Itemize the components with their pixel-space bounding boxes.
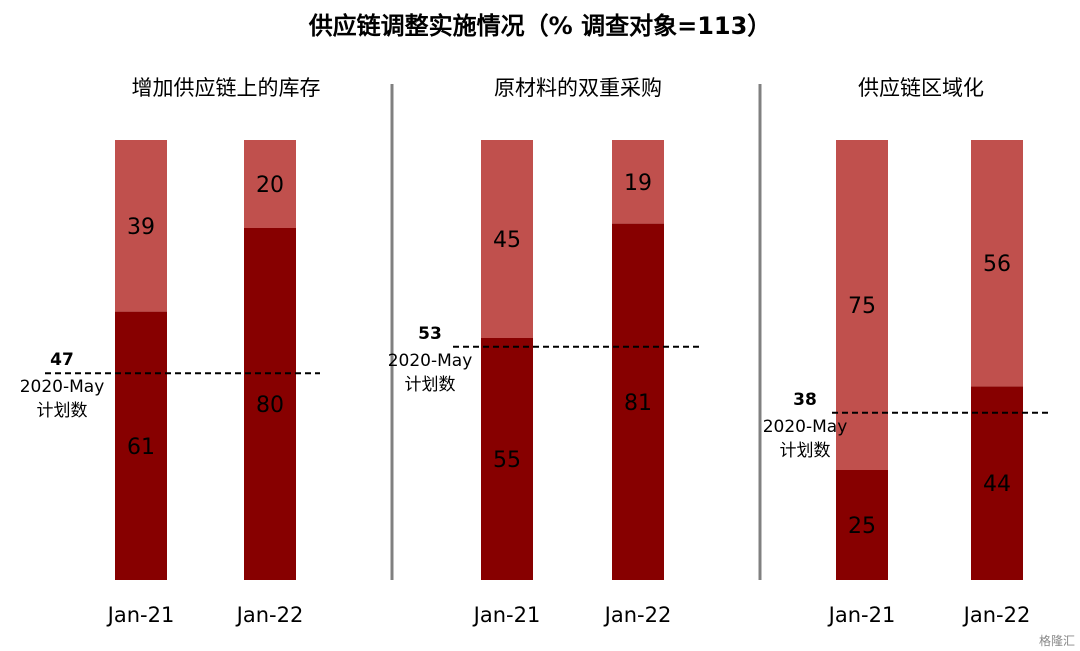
reference-label: 2020-May [763, 417, 848, 437]
reference-label: 计划数 [405, 375, 456, 395]
data-label: 45 [493, 228, 521, 253]
x-tick-label: Jan-21 [106, 603, 175, 627]
data-label: 80 [256, 393, 284, 418]
bar-segment-top [115, 140, 167, 312]
bar-segment-top [612, 140, 664, 224]
reference-label: 2020-May [388, 351, 473, 371]
bar-segment-top [836, 140, 888, 470]
data-label: 19 [624, 171, 652, 196]
x-tick-label: Jan-22 [962, 603, 1031, 627]
reference-value: 47 [50, 350, 74, 370]
x-tick-label: Jan-22 [603, 603, 672, 627]
data-label: 61 [127, 435, 155, 460]
bar-segment-bottom [612, 223, 664, 580]
panel: 供应链区域化 25 75 Jan-21 44 56 Jan-22 38 2020-May 计划数 [763, 76, 1050, 627]
bar-segment-bottom [244, 228, 296, 580]
chart-panels: 增加供应链上的库存 61 39 Jan-21 80 20 Jan-22 47 2020-May 计… [20, 76, 1050, 627]
panel-title: 原材料的双重采购 [494, 76, 662, 100]
bar-segment-top [971, 140, 1023, 387]
data-label: 20 [256, 173, 284, 198]
data-label: 39 [127, 215, 155, 240]
bar-segment-top [244, 140, 296, 228]
reference-label: 2020-May [20, 377, 105, 397]
reference-value: 53 [418, 324, 442, 344]
bar-segment-bottom [971, 386, 1023, 580]
watermark-text: 格隆汇 [1039, 633, 1075, 648]
data-label: 25 [848, 514, 876, 539]
data-label: 81 [624, 391, 652, 416]
data-label: 75 [848, 294, 876, 319]
panel-title: 增加供应链上的库存 [132, 76, 321, 100]
data-label: 44 [983, 472, 1011, 497]
x-tick-label: Jan-21 [827, 603, 896, 627]
x-tick-label: Jan-22 [235, 603, 304, 627]
data-label: 56 [983, 252, 1011, 277]
data-label: 55 [493, 448, 521, 473]
panel-title: 供应链区域化 [858, 76, 984, 100]
reference-value: 38 [793, 390, 817, 410]
bar-segment-bottom [836, 470, 888, 580]
panel: 原材料的双重采购 55 45 Jan-21 81 19 Jan-22 53 2020-May 计划… [388, 76, 702, 627]
reference-label: 计划数 [780, 441, 831, 461]
bar-segment-top [481, 140, 533, 338]
x-tick-label: Jan-21 [472, 603, 541, 627]
panel: 增加供应链上的库存 61 39 Jan-21 80 20 Jan-22 47 2020-May 计… [20, 76, 321, 627]
bar-segment-bottom [115, 311, 167, 580]
chart-title: 供应链调整实施情况（% 调查对象=113） [308, 12, 772, 40]
reference-label: 计划数 [37, 401, 88, 421]
bar-segment-bottom [481, 338, 533, 580]
